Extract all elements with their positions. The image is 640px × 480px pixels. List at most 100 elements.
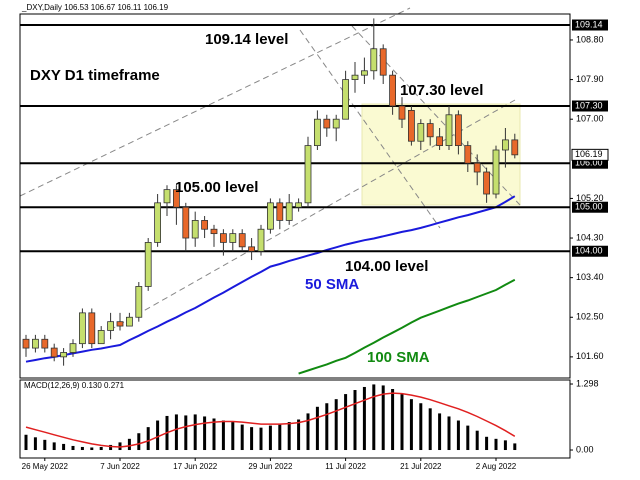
- macd-bar: [137, 433, 141, 451]
- y-tick-label: 108.80: [576, 34, 604, 44]
- macd-bar: [193, 414, 197, 451]
- candle-body: [32, 338, 39, 349]
- candle-body: [41, 338, 49, 349]
- macd-bar: [513, 443, 517, 451]
- y-tick-label: 107.90: [576, 74, 604, 84]
- x-tick-label: 2 Aug 2022: [476, 462, 517, 471]
- macd-label: MACD(12,26,9) 0.130 0.271: [24, 381, 125, 390]
- candle-body: [360, 70, 368, 76]
- candle-body: [201, 220, 209, 230]
- macd-bar: [184, 415, 188, 451]
- macd-panel: [19, 379, 571, 459]
- macd-bar: [278, 424, 282, 451]
- macd-bar: [306, 413, 310, 451]
- candle-body: [88, 312, 96, 345]
- x-tick-label: 17 Jun 2022: [173, 462, 218, 471]
- macd-bar: [428, 408, 432, 451]
- annotation: 107.30 level: [400, 82, 483, 99]
- candle-body: [210, 228, 218, 235]
- candle-body: [426, 123, 434, 138]
- candle-body: [79, 312, 86, 345]
- candle-body: [398, 105, 406, 120]
- chart-subtitle: DXY D1 timeframe: [30, 67, 160, 84]
- level-tag-label: 109.14: [575, 19, 603, 29]
- macd-bar: [447, 416, 451, 451]
- macd-bar: [221, 420, 225, 451]
- candle-body: [172, 189, 180, 208]
- macd-bar: [268, 425, 272, 451]
- candle-body: [295, 202, 303, 208]
- sma-line: [25, 195, 516, 363]
- macd-bar: [24, 434, 28, 451]
- candle-body: [285, 202, 293, 221]
- macd-y-tick-label: 1.298: [576, 378, 599, 388]
- macd-bar: [344, 394, 348, 451]
- macd-bar: [409, 399, 413, 451]
- candle-body: [313, 118, 321, 147]
- y-tick-label: 101.60: [576, 351, 604, 361]
- x-tick-label: 29 Jun 2022: [248, 462, 293, 471]
- x-tick-label: 7 Jun 2022: [100, 462, 140, 471]
- candle-body: [229, 233, 237, 243]
- macd-bar: [400, 394, 404, 451]
- macd-bar: [90, 447, 94, 451]
- macd-bar: [438, 413, 442, 451]
- candle-body: [60, 352, 67, 358]
- annotation: 109.14 level: [205, 31, 288, 48]
- level-tag: [572, 201, 608, 213]
- candle-body: [182, 206, 190, 239]
- macd-bar: [259, 427, 263, 451]
- x-tick-label: 21 Jul 2022: [400, 462, 442, 471]
- candle-body: [304, 145, 312, 204]
- macd-bar: [381, 385, 385, 451]
- x-tick-label: 26 May 2022: [22, 462, 69, 471]
- annotation: 105.00 level: [175, 179, 258, 196]
- candle-body: [351, 74, 359, 80]
- macd-bar: [475, 430, 479, 451]
- macd-bar: [456, 420, 460, 451]
- candle-body: [107, 321, 114, 331]
- candle-body: [454, 114, 462, 147]
- candle-body: [501, 139, 509, 151]
- level-tag: [572, 245, 608, 257]
- candle-body: [257, 228, 265, 252]
- macd-bar: [231, 422, 235, 451]
- candle-body: [97, 330, 105, 345]
- candle-body: [163, 189, 171, 204]
- candle-body: [22, 338, 30, 349]
- macd-bar: [334, 399, 338, 451]
- macd-bar: [109, 444, 113, 451]
- candle-body: [116, 321, 124, 327]
- candle-body: [436, 136, 444, 147]
- candle-body: [492, 149, 500, 195]
- candle-body: [407, 109, 415, 142]
- macd-bar: [315, 406, 319, 451]
- level-tag: [572, 100, 608, 112]
- macd-bar: [80, 446, 84, 451]
- candle-body: [238, 233, 246, 248]
- y-tick-label: 104.30: [576, 232, 604, 242]
- macd-bar: [372, 384, 376, 451]
- last-price-tag: [571, 148, 609, 161]
- candle-body: [483, 171, 491, 195]
- candle-body: [219, 233, 227, 243]
- level-tag-label: 107.30: [575, 100, 603, 110]
- macd-bar: [33, 437, 37, 451]
- series-label: 50 SMA: [305, 276, 359, 293]
- macd-bar: [156, 420, 160, 451]
- macd-bar: [494, 438, 498, 451]
- last-price-label: 106.19: [575, 149, 603, 159]
- candle-body: [276, 202, 284, 221]
- y-tick-label: 105.20: [576, 193, 604, 203]
- macd-bar: [325, 403, 329, 451]
- candle-body: [50, 347, 58, 358]
- level-tag-label: 104.00: [575, 246, 603, 256]
- macd-bar: [353, 390, 357, 451]
- macd-bar: [118, 442, 122, 451]
- macd-bar: [240, 424, 244, 451]
- series-label: 100 SMA: [367, 349, 430, 366]
- candle-body: [154, 202, 162, 243]
- macd-bar: [203, 416, 207, 451]
- candle-body: [417, 123, 425, 142]
